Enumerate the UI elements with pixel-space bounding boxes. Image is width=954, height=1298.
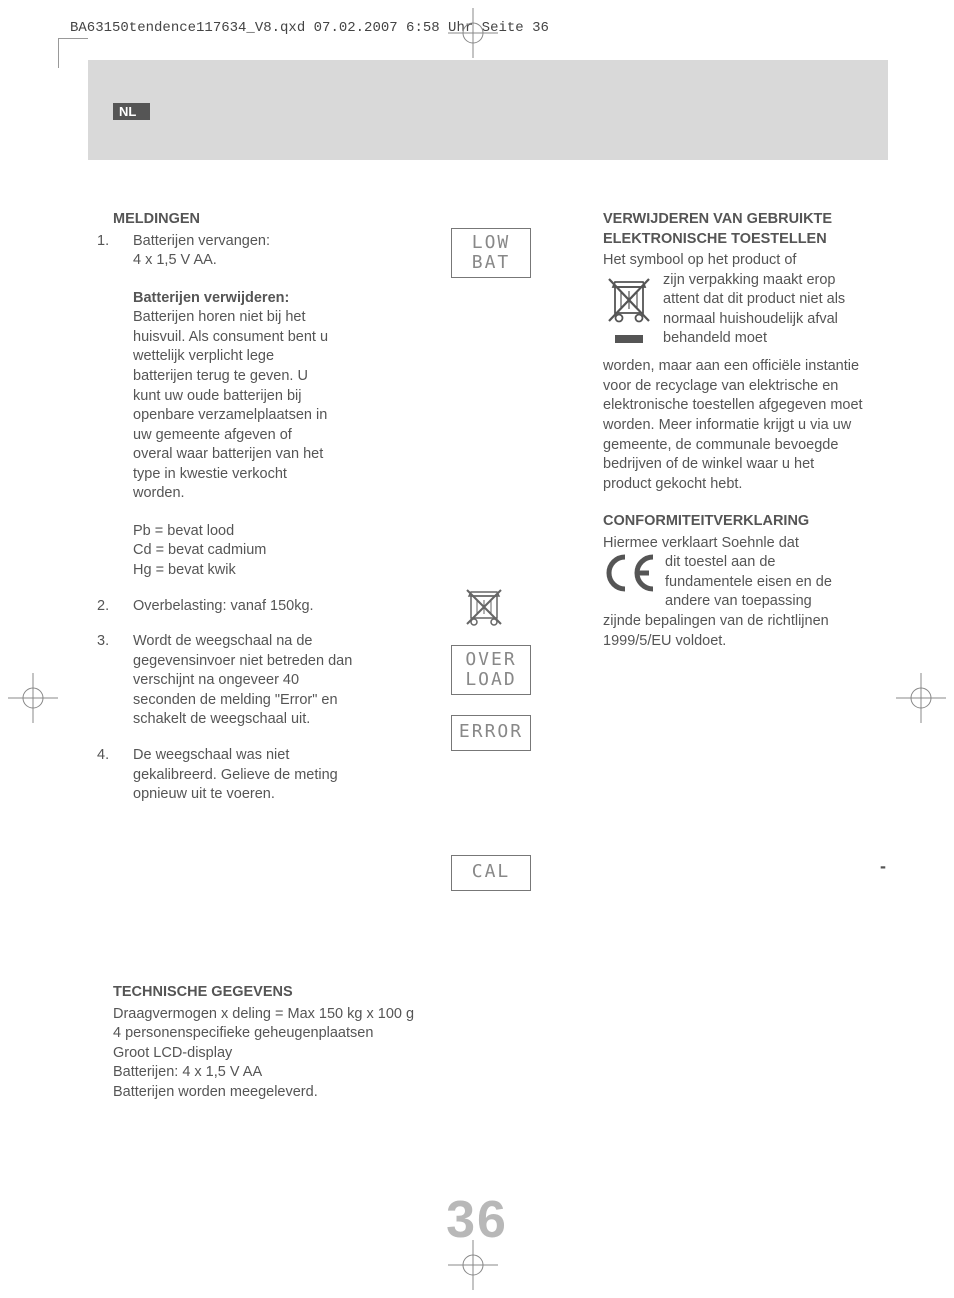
- registration-mark-top: [448, 8, 498, 58]
- conf-rest: zijnde bepalingen van de richtlijnen 199…: [603, 612, 863, 651]
- display-low-bat: LOW BAT: [451, 228, 531, 278]
- item-4: 4.De weegschaal was niet gekalibreerd. G…: [133, 746, 348, 805]
- weee-float-text: zijn verpakking maakt erop attent dat di…: [663, 272, 845, 347]
- display-text: LOAD: [460, 670, 522, 690]
- language-tag: NL: [113, 103, 150, 120]
- weee-bin-icon: [603, 273, 655, 358]
- header-band: [88, 60, 888, 160]
- ce-mark-icon: [603, 553, 657, 597]
- item-1: 1.Batterijen vervangen:: [133, 232, 443, 252]
- conf-float-text: dit toestel aan de fundamentele eisen en…: [665, 554, 832, 609]
- item2-text: Overbelasting: vanaf 150kg.: [133, 598, 314, 614]
- conf-float-wrap: dit toestel aan de fundamentele eisen en…: [603, 553, 863, 612]
- tech-l5: Batterijen worden meegeleverd.: [113, 1083, 414, 1103]
- item4-text: De weegschaal was niet gekalibreerd. Gel…: [133, 747, 338, 802]
- weee-rest: worden, maar aan een officiële instantie…: [603, 357, 863, 494]
- item-2: 2.Overbelasting: vanaf 150kg.: [133, 597, 443, 617]
- tech-l4: Batterijen: 4 x 1,5 V AA: [113, 1063, 414, 1083]
- display-text: ERROR: [459, 721, 523, 742]
- left-column: MELDINGEN 1.Batterijen vervangen: 4 x 1,…: [113, 210, 443, 805]
- crossed-bin-icon: [459, 582, 509, 639]
- pb-line: Pb = bevat lood: [133, 522, 443, 542]
- tech-l3: Groot LCD-display: [113, 1044, 414, 1064]
- item3-text: Wordt de weegschaal na de gegevensinvoer…: [133, 633, 352, 727]
- margin-dash: -: [880, 856, 886, 877]
- conf-lead: Hiermee verklaart Soehnle dat: [603, 534, 863, 554]
- item-3: 3.Wordt de weegschaal na de gegevensinvo…: [133, 632, 363, 730]
- registration-mark-right: [896, 673, 946, 723]
- item-1b: 4 x 1,5 V AA.: [133, 251, 443, 271]
- display-text: CAL: [472, 861, 511, 882]
- tech-l2: 4 personenspecifieke geheugenplaatsen: [113, 1024, 414, 1044]
- display-overload: OVER LOAD: [451, 645, 531, 695]
- display-error: ERROR: [451, 715, 531, 751]
- page-number: 36: [0, 1190, 954, 1250]
- weee-heading: VERWIJDEREN VAN GEBRUIKTE ELEKTRONISCHE …: [603, 210, 863, 249]
- crop-mark: [58, 38, 88, 68]
- registration-mark-left: [8, 673, 58, 723]
- weee-lead: Het symbool op het product of: [603, 251, 863, 271]
- content-area: MELDINGEN 1.Batterijen vervangen: 4 x 1,…: [113, 210, 873, 805]
- hg-line: Hg = bevat kwik: [133, 561, 443, 581]
- display-text: OVER: [460, 650, 522, 670]
- right-column: VERWIJDEREN VAN GEBRUIKTE ELEKTRONISCHE …: [603, 210, 863, 805]
- cd-line: Cd = bevat cadmium: [133, 541, 443, 561]
- display-cal: CAL: [451, 855, 531, 891]
- meldingen-heading: MELDINGEN: [113, 210, 443, 230]
- display-text: BAT: [460, 253, 522, 273]
- tech-l1: Draagvermogen x deling = Max 150 kg x 10…: [113, 1005, 414, 1025]
- batt-remove-title: Batterijen verwijderen:: [133, 289, 443, 309]
- tech-section: TECHNISCHE GEGEVENS Draagvermogen x deli…: [113, 983, 414, 1102]
- weee-float-wrap: zijn verpakking maakt erop attent dat di…: [603, 271, 863, 358]
- tech-heading: TECHNISCHE GEGEVENS: [113, 983, 414, 1003]
- item1-text: Batterijen vervangen:: [133, 233, 270, 249]
- display-text: LOW: [460, 233, 522, 253]
- batt-remove-body: Batterijen horen niet bij het huisvuil. …: [133, 308, 333, 504]
- conf-heading: CONFORMITEITVERKLARING: [603, 512, 863, 532]
